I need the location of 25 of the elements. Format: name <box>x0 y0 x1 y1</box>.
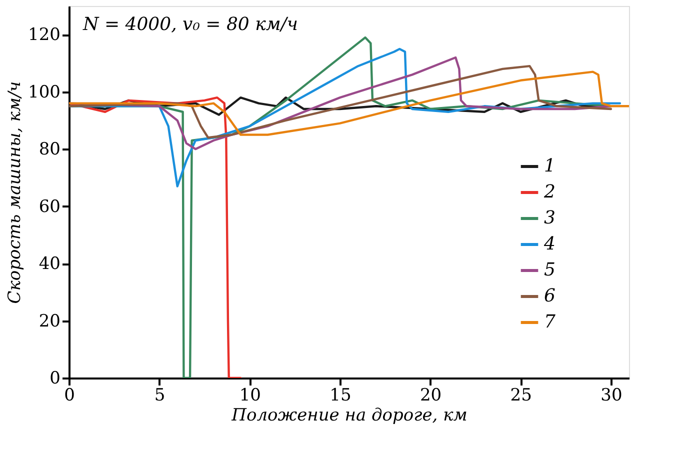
legend-label: 2 <box>543 182 556 202</box>
y-tick-label: 0 <box>50 368 60 388</box>
line-series <box>69 96 242 378</box>
x-tick-label: 25 <box>510 386 532 406</box>
chart-title: N = 4000, v₀ = 80 км/ч <box>82 14 298 35</box>
legend-label: 5 <box>544 260 556 280</box>
y-axis-title: Скорость машины, км/ч <box>5 81 26 304</box>
x-tick-label: 20 <box>420 386 442 406</box>
y-tick-label: 40 <box>38 254 60 274</box>
x-axis-title: Положение на дороге, км <box>230 406 468 426</box>
legend-label: 4 <box>543 234 556 254</box>
y-tick-label: 20 <box>38 311 60 332</box>
y-tick-label: 120 <box>28 25 60 46</box>
x-tick-label: 5 <box>154 386 166 406</box>
x-tick-label: 0 <box>64 386 75 406</box>
legend-label: 1 <box>544 156 556 176</box>
legend-label: 6 <box>544 286 556 306</box>
x-tick-label: 15 <box>330 386 352 406</box>
x-tick-label: 10 <box>239 386 261 406</box>
y-tick-label: 80 <box>38 140 60 160</box>
y-tick-label: 100 <box>28 82 60 102</box>
legend-label: 3 <box>544 208 556 228</box>
legend-label: 7 <box>544 312 556 332</box>
x-tick-label: 30 <box>600 386 622 406</box>
y-tick-label: 60 <box>38 196 60 217</box>
